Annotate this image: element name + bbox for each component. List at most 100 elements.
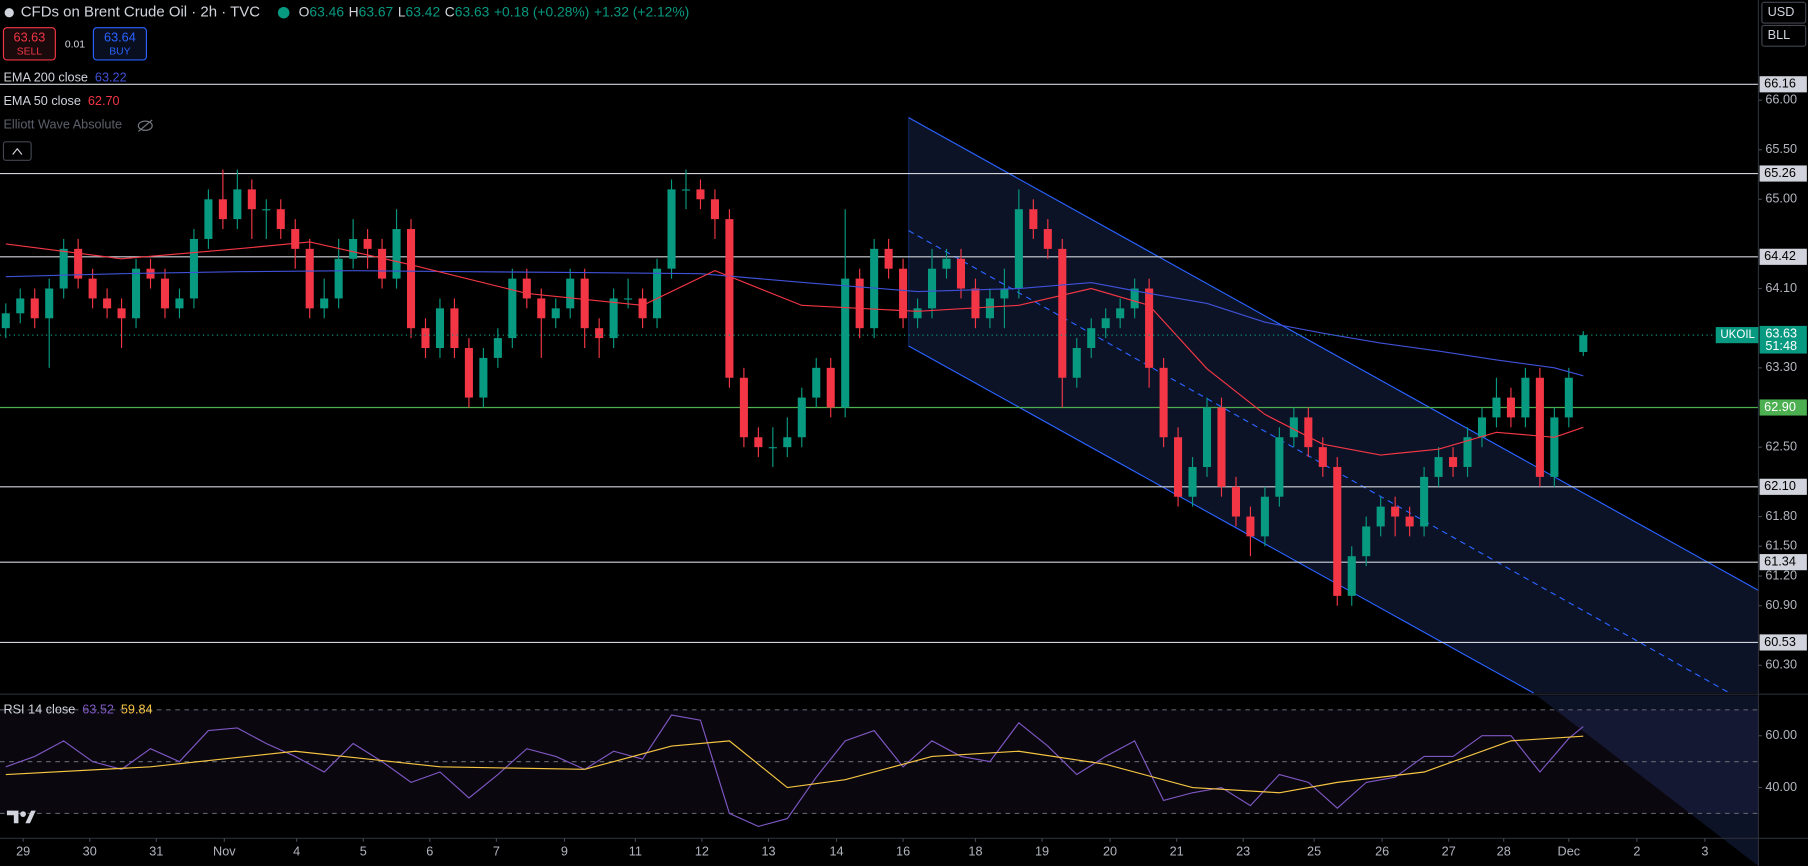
level-label: 64.42 — [1764, 249, 1796, 263]
candle-body — [1463, 437, 1472, 467]
candle-body — [392, 229, 401, 279]
candle-body — [1087, 328, 1096, 349]
buy-label[interactable]: BUY — [109, 47, 130, 58]
candle-body — [421, 328, 430, 349]
x-tick-label: 4 — [293, 844, 300, 858]
collapse-button[interactable] — [2, 141, 32, 161]
currency[interactable]: USD — [1768, 5, 1795, 19]
candle-body — [1391, 506, 1400, 517]
symbol-icon — [4, 8, 14, 18]
indicator-legend: Elliott Wave Absolute — [3, 118, 122, 132]
candle-body — [435, 308, 445, 349]
candle-body — [406, 229, 416, 329]
candle-body — [1434, 457, 1443, 477]
channel-upper — [908, 117, 1759, 591]
buy-button[interactable] — [92, 27, 148, 61]
candle-body — [1275, 437, 1284, 497]
indicator-legend: EMA 200 close 63.22 — [3, 71, 126, 85]
x-tick-label: 5 — [360, 844, 367, 858]
candle-body — [653, 268, 662, 319]
candle-body — [508, 278, 517, 339]
candle-body — [30, 298, 39, 319]
level-label-box — [1759, 554, 1807, 571]
unit-button[interactable] — [1761, 24, 1807, 47]
rsi-line — [5, 735, 1584, 794]
candle-body — [768, 447, 777, 449]
currency-button[interactable] — [1761, 1, 1807, 24]
candle-body — [247, 189, 256, 210]
candle-body — [855, 278, 864, 329]
candle-body — [1289, 417, 1298, 438]
y-tick-label: 66.00 — [1765, 93, 1797, 107]
candle-body — [16, 298, 25, 314]
candle-body — [1246, 516, 1255, 537]
y-tick-label: 65.00 — [1765, 192, 1797, 206]
candle-body — [812, 367, 821, 398]
sell-button[interactable] — [2, 27, 56, 61]
ohlc-value: 63.46 — [309, 3, 344, 19]
rsi-line — [5, 714, 1584, 828]
candle-body — [464, 348, 473, 398]
rsi-legend: RSI 14 close 63.52 59.84 — [3, 703, 152, 717]
x-tick-label: 28 — [1497, 844, 1511, 858]
candle-body — [1231, 486, 1240, 517]
candle-body — [826, 367, 835, 408]
plot — [0, 83, 1759, 828]
chart-title: CFDs on Brent Crude Oil · 2h · TVC — [21, 4, 260, 21]
candle-body — [696, 189, 705, 200]
unit[interactable]: BLL — [1768, 28, 1791, 42]
indicator-name: EMA 200 close — [3, 71, 88, 85]
candle-body — [609, 298, 618, 339]
candle-body — [1477, 417, 1487, 438]
ohlc-value: 63.63 — [455, 3, 490, 19]
candle-body — [1058, 248, 1067, 378]
x-tick-label: 16 — [896, 844, 910, 858]
candle-body — [1333, 466, 1342, 596]
level-label: 66.16 — [1764, 77, 1796, 91]
y-tick-label: 65.50 — [1765, 142, 1797, 156]
eye-icon[interactable] — [137, 119, 153, 132]
candle-body — [595, 328, 604, 339]
candle-body — [1145, 288, 1154, 368]
ohlc: O63.46 H63.67 L63.42 C63.63 +0.18 (+0.28%) +1… — [299, 3, 690, 19]
rsi-value: 63.52 — [82, 703, 114, 717]
candle-body — [45, 288, 54, 319]
candle-body — [1116, 308, 1125, 319]
indicator-value: 62.70 — [88, 94, 120, 108]
candle-body — [913, 308, 922, 319]
candle-body — [1304, 417, 1313, 448]
candle-body — [132, 268, 141, 319]
collapse-icon[interactable] — [12, 147, 23, 155]
candle-body — [1362, 526, 1371, 557]
candle-body — [276, 209, 285, 230]
level-label: 62.10 — [1764, 479, 1796, 493]
x-tick-label: 14 — [829, 844, 843, 858]
ohlc-key: H — [349, 3, 359, 19]
y-tick-label: 63.30 — [1765, 360, 1797, 374]
candle-body — [262, 209, 271, 211]
x-tick-label: 6 — [426, 844, 433, 858]
sell-price[interactable]: 63.63 — [14, 30, 46, 44]
candle-body — [59, 248, 68, 289]
sell-label[interactable]: SELL — [17, 47, 43, 58]
candle-body — [1043, 229, 1052, 249]
rsi-title: RSI 14 close — [3, 703, 75, 717]
y-tick-label: 61.20 — [1765, 568, 1797, 582]
last-price-box — [1759, 325, 1807, 354]
candle-body — [1217, 407, 1226, 487]
x-tick-label: 19 — [1035, 844, 1049, 858]
channel-lower — [908, 345, 1534, 694]
indicator-value: 63.22 — [95, 71, 127, 85]
x-tick-label: 30 — [83, 844, 97, 858]
x-tick-label: 26 — [1375, 844, 1389, 858]
indicator-name: Elliott Wave Absolute — [3, 118, 122, 132]
candle-body — [1579, 335, 1588, 352]
candle-body — [1202, 407, 1212, 467]
last-price-label: 63.63 — [1765, 326, 1797, 340]
buy-price[interactable]: 63.64 — [104, 30, 136, 44]
candle-body — [971, 288, 980, 319]
candle-body — [739, 377, 748, 438]
level-label: 61.34 — [1764, 554, 1796, 568]
x-tick-label: 3 — [1701, 844, 1708, 858]
